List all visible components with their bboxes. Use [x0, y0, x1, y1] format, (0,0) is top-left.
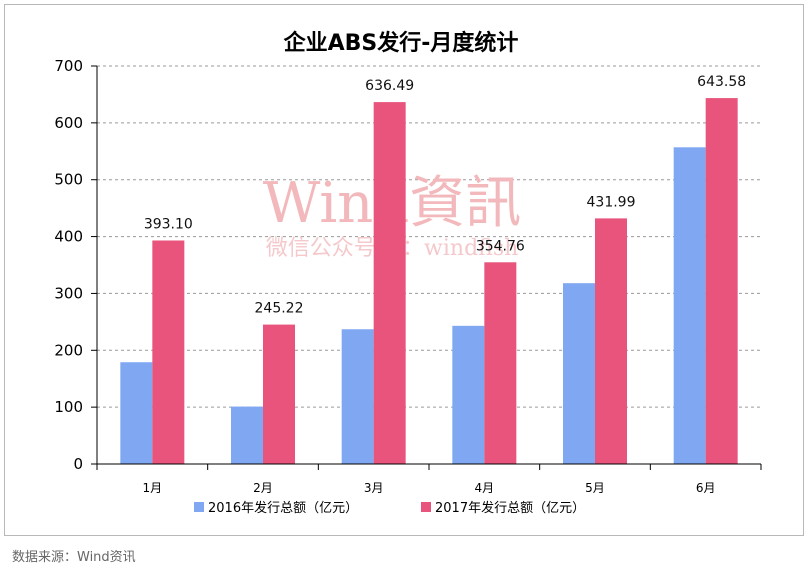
y-tick-label: 200	[54, 341, 83, 359]
bar-2017-5	[595, 218, 627, 464]
data-label: 643.58	[697, 74, 746, 90]
y-tick-label: 500	[54, 171, 83, 189]
x-tick-label: 6月	[696, 481, 716, 495]
y-tick-label: 300	[54, 284, 83, 302]
x-axis-ticks: 1月 2月 3月 4月 5月 6月	[96, 464, 762, 495]
data-label: 354.76	[476, 238, 525, 254]
data-label: 431.99	[587, 194, 636, 210]
legend-label-2016: 2016年发行总额（亿元）	[208, 500, 358, 516]
legend: 2016年发行总额（亿元） 2017年发行总额（亿元）	[194, 500, 585, 516]
legend-label-2017: 2017年发行总额（亿元）	[435, 500, 585, 516]
bar-2017-3	[373, 102, 406, 464]
data-label: 393.10	[144, 216, 193, 232]
bar-2017-1	[152, 240, 185, 464]
y-tick-label: 100	[54, 398, 83, 416]
legend-swatch-2016	[194, 502, 204, 512]
legend-swatch-2017	[421, 502, 431, 512]
bar-2017-6	[705, 98, 738, 464]
y-tick-label: 600	[54, 114, 83, 132]
x-tick-label: 4月	[475, 481, 495, 495]
bar-2016-1	[120, 362, 153, 464]
axes	[96, 66, 761, 465]
y-axis-ticks: 0 100 200 300 400 500 600 700	[54, 57, 97, 473]
y-tick-label: 400	[54, 228, 83, 246]
bar-2017-4	[484, 262, 517, 464]
bar-2016-5	[563, 283, 595, 464]
x-tick-label: 1月	[143, 481, 163, 495]
bar-2016-6	[673, 147, 706, 464]
x-tick-label: 3月	[364, 481, 384, 495]
bars	[120, 98, 738, 464]
bar-2016-2	[231, 406, 263, 464]
data-labels: 393.10 245.22 636.49 354.76 431.99 643.58	[144, 74, 746, 316]
bar-2017-2	[263, 324, 295, 464]
data-label: 245.22	[255, 301, 304, 317]
x-tick-label: 5月	[585, 481, 605, 495]
chart-title: 企业ABS发行-月度统计	[283, 30, 519, 56]
bar-2016-4	[452, 325, 485, 464]
data-label: 636.49	[365, 78, 414, 94]
bar-2016-3	[341, 329, 374, 464]
x-tick-label: 2月	[253, 481, 273, 495]
y-tick-label: 0	[73, 455, 83, 473]
source-note: 数据来源：Wind资讯	[12, 550, 136, 565]
gridlines	[97, 65, 761, 408]
y-tick-label: 700	[54, 57, 83, 75]
